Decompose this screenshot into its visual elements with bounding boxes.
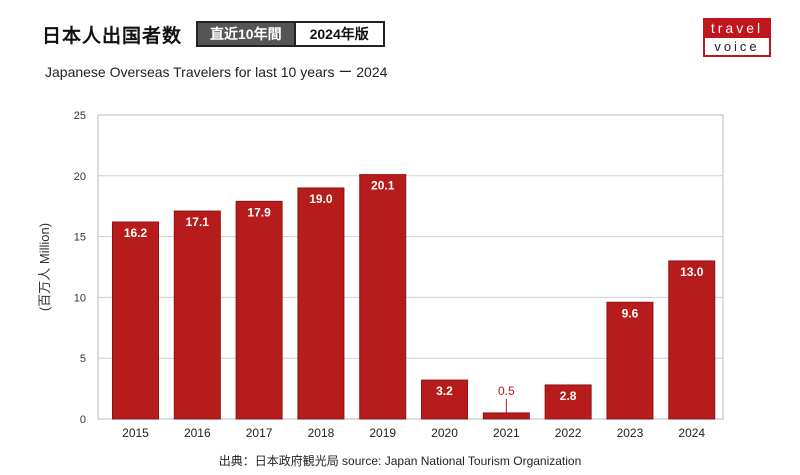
header: 日本人出国者数 直近10年間 2024年版 [42, 20, 385, 48]
bar [606, 301, 654, 420]
bar-value-label: 19.0 [309, 192, 333, 206]
page-title: 日本人出国者数 [42, 25, 183, 47]
y-tick-label: 0 [80, 414, 86, 426]
source-note: 出典：日本政府観光局 source: Japan National Touris… [218, 454, 582, 468]
bar [235, 200, 283, 420]
bar-value-label: 20.1 [371, 179, 395, 193]
chart-subtitle: Japanese Overseas Travelers for last 10 … [45, 64, 388, 80]
bar-value-label: 17.1 [186, 215, 210, 229]
bar [421, 379, 469, 420]
bar-value-label: 16.2 [124, 226, 148, 240]
y-tick-label: 25 [74, 110, 86, 122]
y-tick-label: 10 [74, 292, 86, 304]
y-tick-label: 5 [80, 353, 86, 365]
bar-value-label: 3.2 [436, 384, 453, 398]
bar [359, 174, 407, 420]
bar-value-label: 0.5 [498, 384, 515, 398]
x-tick-label: 2016 [184, 426, 211, 440]
x-tick-label: 2015 [122, 426, 149, 440]
x-tick-label: 2024 [678, 426, 705, 440]
y-axis-label: (百万人 Million) [37, 223, 52, 311]
plot-frame [97, 114, 724, 420]
badge-period: 直近10年間 [196, 21, 296, 47]
bar-value-label: 17.9 [247, 205, 271, 219]
x-tick-label: 2023 [617, 426, 644, 440]
x-tick-label: 2017 [246, 426, 273, 440]
bar [297, 187, 345, 420]
x-tick-label: 2021 [493, 426, 520, 440]
y-tick-label: 15 [74, 232, 86, 244]
badge-edition: 2024年版 [295, 21, 385, 47]
bar [112, 221, 159, 420]
travelvoice-logo: travel voice [703, 18, 771, 60]
bar [544, 384, 592, 420]
x-tick-label: 2018 [308, 426, 335, 440]
bar-value-label: 13.0 [680, 265, 704, 279]
x-tick-label: 2020 [431, 426, 458, 440]
logo-line-voice: voice [703, 38, 771, 57]
bar [482, 412, 530, 420]
x-tick-label: 2019 [369, 426, 396, 440]
bar [173, 210, 221, 420]
y-tick-label: 20 [74, 171, 86, 183]
logo-line-travel: travel [703, 18, 771, 38]
x-tick-label: 2022 [555, 426, 582, 440]
bar-value-label: 2.8 [560, 389, 577, 403]
bar [668, 260, 716, 420]
bar-value-label: 9.6 [622, 306, 639, 320]
